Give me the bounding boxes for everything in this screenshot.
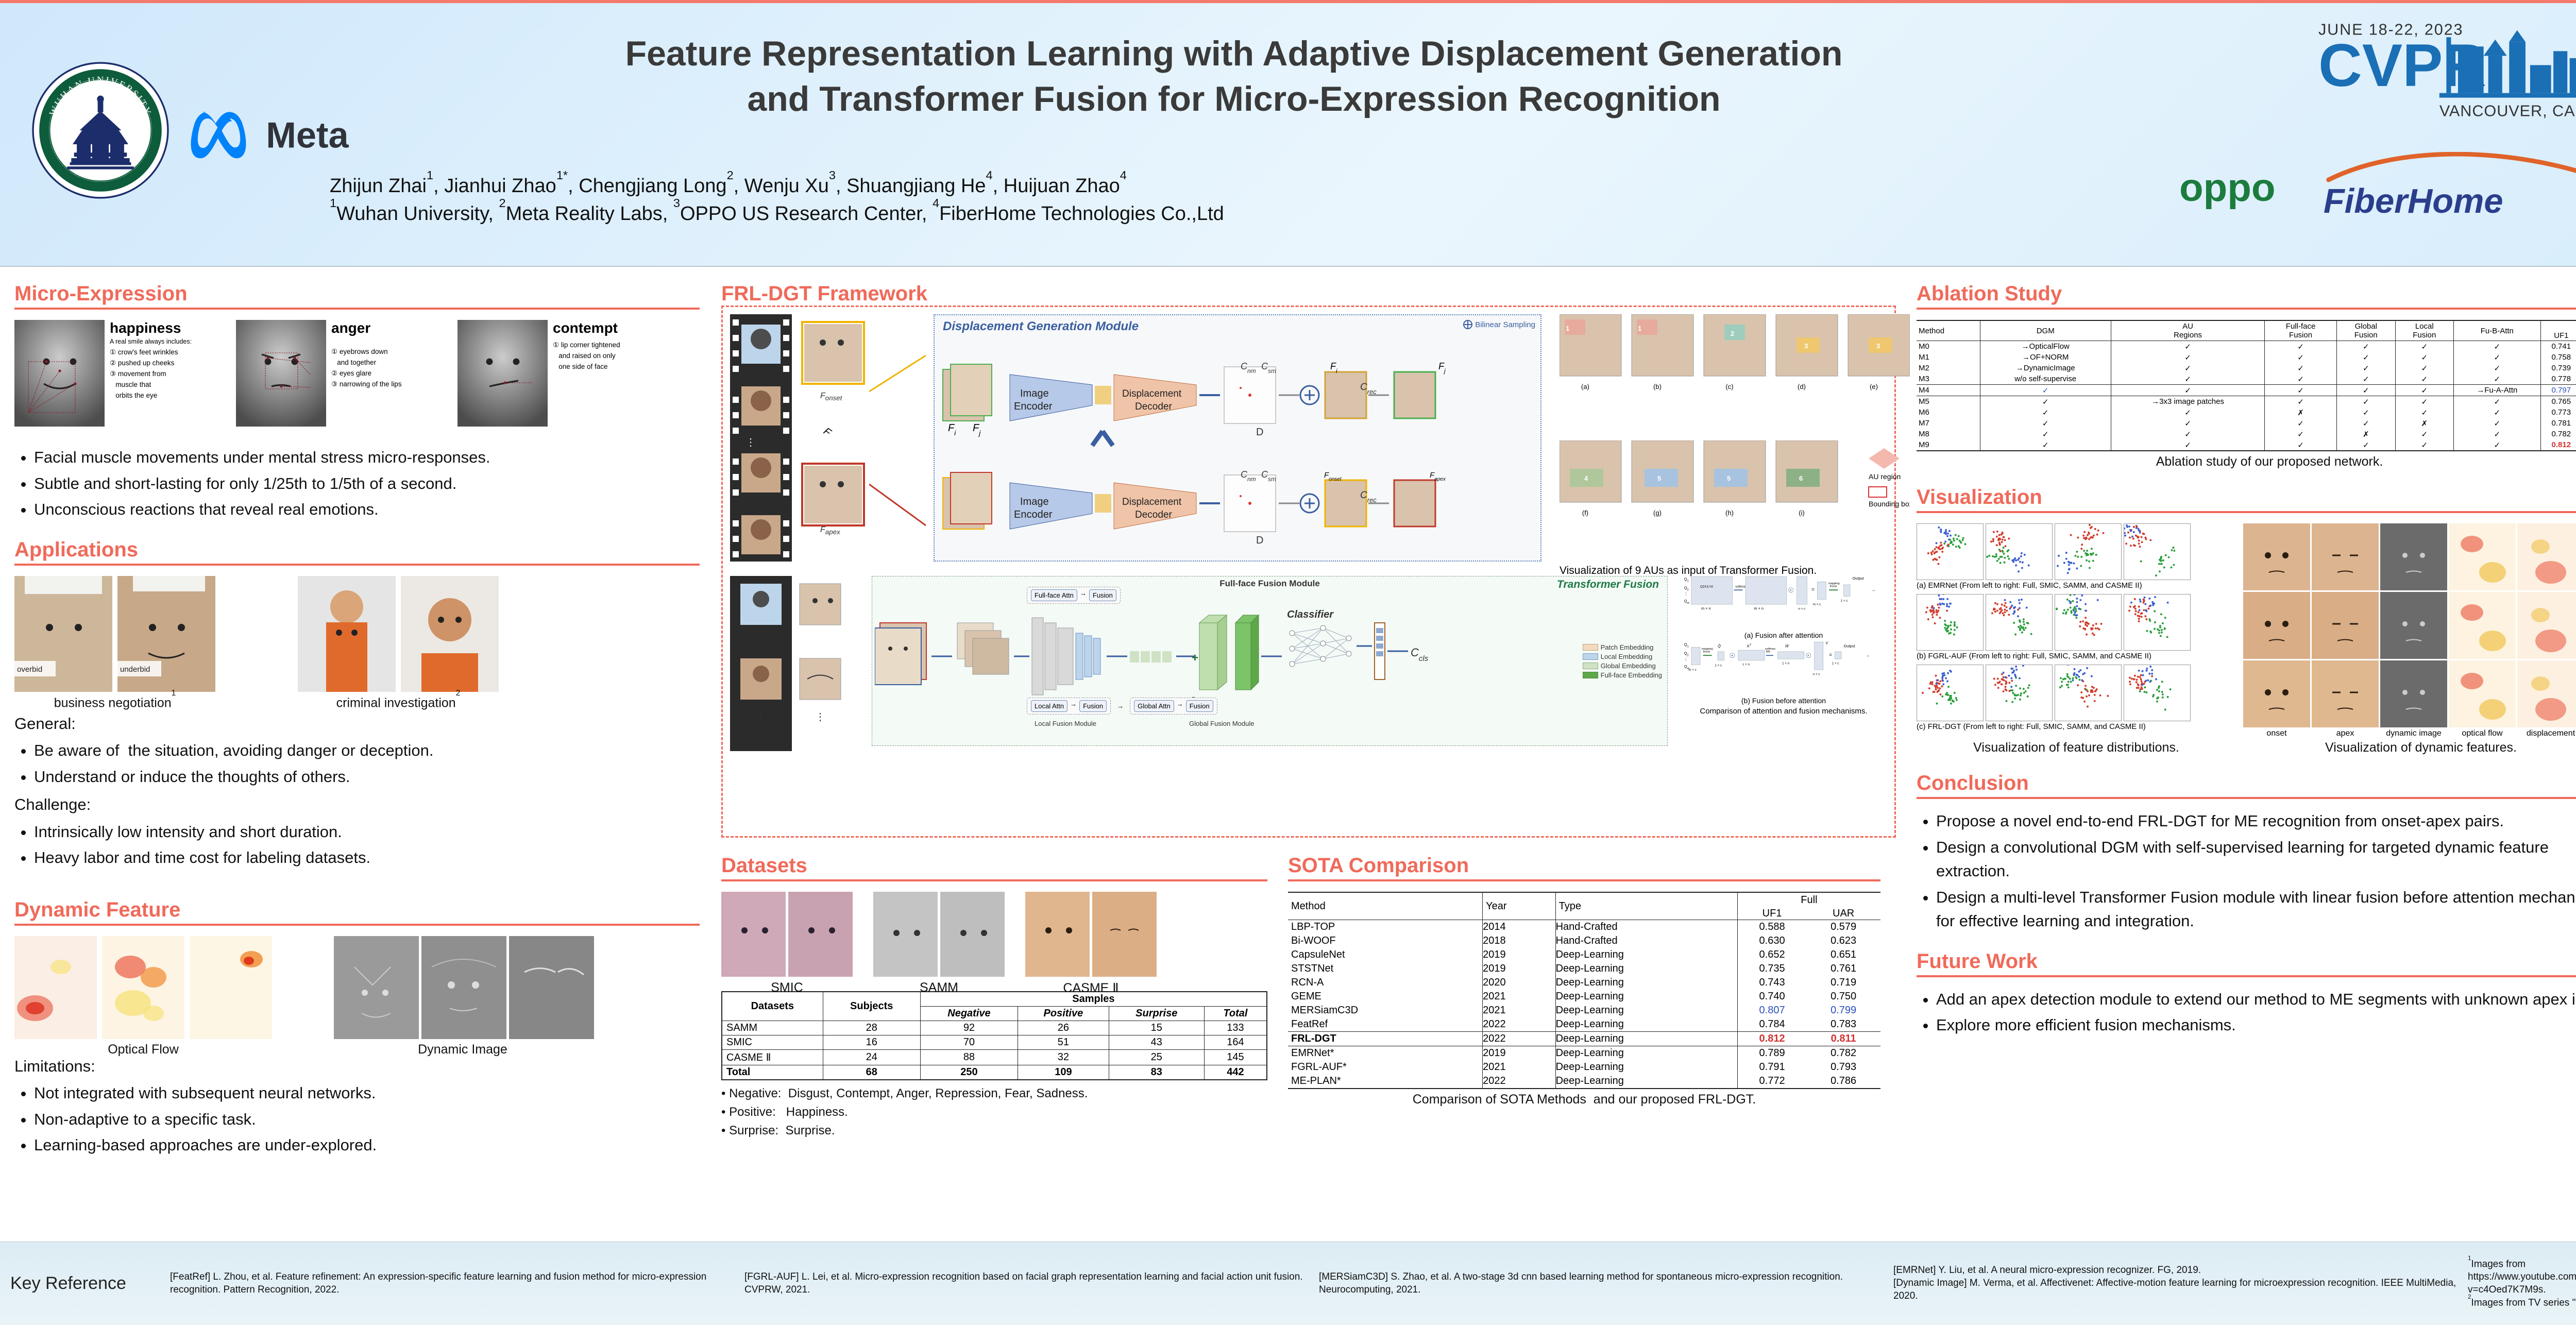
svg-text:FiberHome: FiberHome: [2324, 182, 2503, 220]
svg-text:mapping: mapping: [1828, 582, 1840, 585]
svg-text:⋮: ⋮: [756, 711, 766, 723]
svg-text:→: →: [1872, 588, 1876, 592]
svg-text:5: 5: [1727, 474, 1731, 482]
svg-text:⋮: ⋮: [745, 437, 756, 448]
svg-text:⋮: ⋮: [1684, 657, 1688, 661]
svg-text:Q2: Q2: [1684, 586, 1689, 592]
svg-text:(d): (d): [1798, 383, 1806, 390]
svg-text:Classifier: Classifier: [1287, 609, 1334, 620]
svg-text:overbid: overbid: [17, 665, 42, 674]
svg-text:Q1: Q1: [1684, 577, 1689, 583]
svg-text:1 × c: 1 × c: [1715, 664, 1722, 667]
svg-text:(i): (i): [1799, 509, 1805, 517]
svg-text:3: 3: [1804, 342, 1808, 350]
svg-text:KT: KT: [1747, 643, 1752, 648]
svg-text:+: +: [1192, 651, 1198, 664]
svg-text:(e): (e): [1870, 383, 1878, 390]
svg-text:n × c: n × c: [1813, 672, 1820, 676]
svg-text:(h): (h): [1725, 509, 1734, 517]
svg-text:5: 5: [1657, 474, 1661, 482]
svg-text:Q2: Q2: [1684, 651, 1689, 657]
svg-text:AU region: AU region: [1869, 472, 1901, 481]
svg-text:→: →: [1866, 653, 1870, 658]
svg-text:Output: Output: [1844, 643, 1855, 648]
svg-text:1 × c: 1 × c: [1832, 661, 1839, 665]
svg-text:×: ×: [1731, 654, 1733, 658]
svg-text:Ccls: Ccls: [1411, 646, 1429, 663]
svg-text:Qm: Qm: [1684, 599, 1690, 605]
svg-text:linear: linear: [1830, 585, 1837, 588]
svg-text:×: ×: [1807, 654, 1809, 658]
svg-text:Decoder: Decoder: [1135, 509, 1172, 520]
svg-text:=: =: [1829, 653, 1832, 658]
svg-text:D: D: [1256, 427, 1263, 438]
svg-text:softmax: softmax: [1735, 585, 1747, 589]
svg-text:4: 4: [1584, 474, 1588, 482]
svg-text:m × n: m × n: [1754, 606, 1764, 610]
svg-text:m × c: m × c: [1813, 603, 1821, 606]
svg-text:Displacement: Displacement: [1122, 388, 1182, 399]
svg-text:Q1: Q1: [1684, 642, 1689, 649]
svg-text:×: ×: [1790, 589, 1792, 592]
svg-text:linear: linear: [1703, 651, 1710, 654]
svg-text:⋮: ⋮: [1684, 591, 1688, 596]
svg-text:Fi: Fi: [948, 422, 956, 437]
svg-text:mapping: mapping: [1702, 648, 1713, 651]
svg-text:W̄: W̄: [1785, 643, 1789, 648]
svg-text:⋮ ×T: ⋮ ×T: [867, 435, 872, 452]
svg-text:Displacement: Displacement: [1122, 497, 1182, 507]
svg-text:(f): (f): [1582, 509, 1588, 517]
svg-text:=: =: [1811, 587, 1815, 593]
svg-text:softmax: softmax: [1765, 648, 1775, 651]
svg-text:Q̃: Q̃: [1718, 643, 1721, 648]
svg-text:n × c: n × c: [1798, 607, 1805, 610]
svg-text:m × c: m × c: [1688, 668, 1696, 672]
svg-text:1: 1: [1566, 325, 1569, 332]
svg-text:Encoder: Encoder: [1014, 401, 1053, 412]
svg-text:Q1K1/√d: Q1K1/√d: [1700, 585, 1713, 589]
svg-text:1 × c: 1 × c: [1841, 599, 1848, 603]
svg-text:F: F: [821, 426, 834, 439]
svg-text:V: V: [1825, 641, 1828, 645]
svg-text:(g): (g): [1653, 509, 1662, 517]
svg-text:Image: Image: [1020, 388, 1049, 399]
svg-text:(a): (a): [1581, 383, 1589, 390]
svg-text:1: 1: [1638, 325, 1641, 332]
svg-text:D: D: [1256, 535, 1263, 546]
svg-text:2: 2: [1731, 330, 1734, 337]
svg-text:Fj: Fj: [973, 422, 981, 437]
svg-text:underbid: underbid: [120, 665, 150, 674]
svg-text:6: 6: [1799, 474, 1803, 482]
svg-text:(c): (c): [1725, 383, 1733, 390]
svg-text:Bounding box: Bounding box: [1869, 500, 1910, 508]
svg-text:BN: BN: [1766, 651, 1770, 654]
svg-text:Fj: Fj: [1438, 361, 1446, 375]
svg-text:VANCOUVER, CANADA: VANCOUVER, CANADA: [2439, 102, 2576, 120]
svg-text:oppo: oppo: [2179, 167, 2276, 210]
svg-text:1 × n: 1 × n: [1782, 661, 1790, 665]
svg-text:⋮: ⋮: [815, 711, 825, 723]
svg-text:(b): (b): [1653, 383, 1662, 390]
svg-text:3: 3: [1876, 342, 1880, 350]
svg-text:Encoder: Encoder: [1014, 509, 1053, 520]
svg-text:Decoder: Decoder: [1135, 401, 1172, 412]
svg-text:c × n: c × n: [1742, 663, 1750, 667]
svg-text:m × n: m × n: [1701, 606, 1711, 610]
svg-text:Output: Output: [1853, 576, 1864, 581]
svg-text:Image: Image: [1020, 496, 1049, 507]
